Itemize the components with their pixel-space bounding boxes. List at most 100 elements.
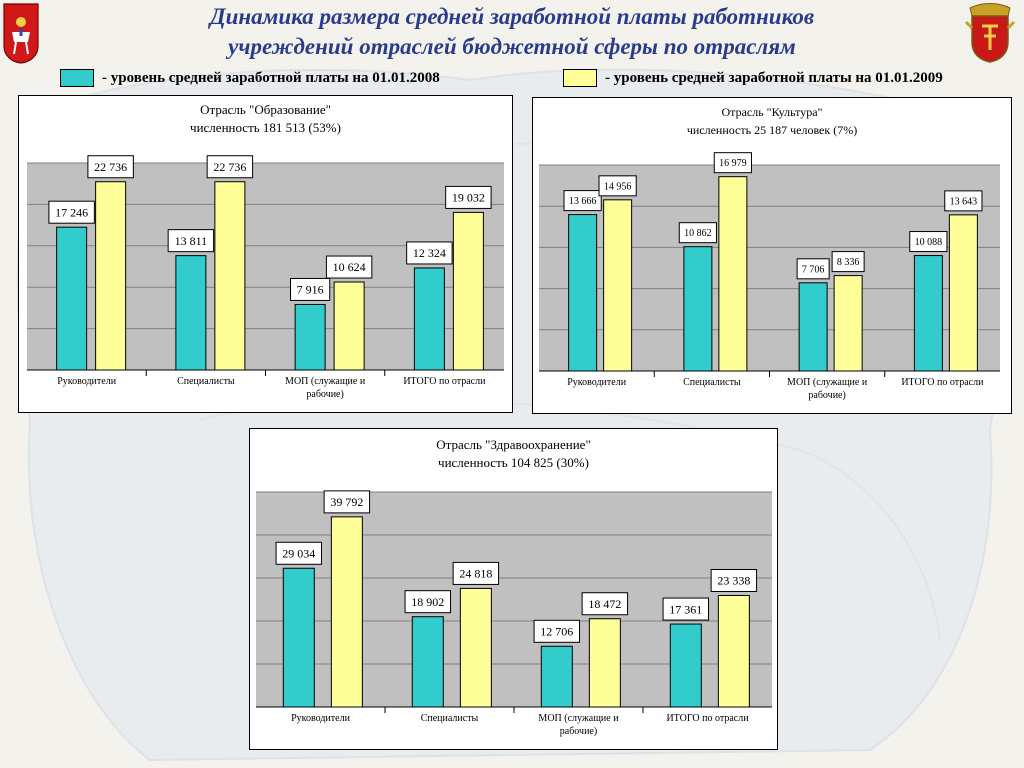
value-label-box xyxy=(323,490,371,514)
value-label: 10 088 xyxy=(915,237,943,248)
chart-title: Отрасль "Культура" xyxy=(722,105,823,119)
legend-item-2008: - уровень средней заработной платы на 01… xyxy=(60,67,440,89)
chart-panel-culture: Отрасль "Культура" численность 25 187 чел… xyxy=(532,97,1012,414)
value-label: 13 643 xyxy=(950,196,978,207)
moscow-oblast-coat-of-arms-icon xyxy=(3,3,39,64)
value-label-box xyxy=(909,231,948,253)
legend-label-2009: - уровень средней заработной платы на 01… xyxy=(605,69,943,86)
value-label: 18 472 xyxy=(588,597,621,611)
value-label-box xyxy=(944,190,983,212)
category-label: Специалисты xyxy=(421,713,479,724)
chart-subtitle: численность 104 825 (30%) xyxy=(438,455,589,470)
bar-2009 xyxy=(833,275,863,372)
bar-2009 xyxy=(603,199,633,372)
bar-2009 xyxy=(948,214,978,372)
category-label: рабочие) xyxy=(306,389,343,400)
value-label-box xyxy=(452,561,500,585)
category-label: Специалисты xyxy=(177,376,235,387)
value-label: 12 706 xyxy=(540,624,573,638)
title-line-1: Динамика размера средней заработной плат… xyxy=(209,4,815,29)
bar-2008 xyxy=(669,623,702,708)
bar-2009 xyxy=(214,181,246,371)
value-label-box xyxy=(404,590,452,614)
bar-2009 xyxy=(95,181,127,371)
title-line-2: учреждений отраслей бюджетной сферы по о… xyxy=(228,34,796,59)
category-label: ИТОГО по отрасли xyxy=(901,377,984,388)
value-label-box xyxy=(206,155,254,179)
chart-subtitle: численность 181 513 (53%) xyxy=(190,120,341,135)
value-label: 22 736 xyxy=(94,160,127,174)
category-label: МОП (служащие и xyxy=(787,377,868,388)
value-label-box xyxy=(325,255,373,279)
value-label: 13 811 xyxy=(175,234,208,248)
value-label-box xyxy=(87,155,134,179)
bar-2008 xyxy=(540,645,573,708)
bar-2008 xyxy=(56,226,88,371)
chart-title: Отрасль "Образование" xyxy=(200,102,331,117)
value-label-box xyxy=(290,277,331,301)
chart-healthcare: Отрасль "Здравоохранение" численность 104… xyxy=(256,437,772,744)
value-label: 39 792 xyxy=(330,495,363,509)
category-label: МОП (служащие и xyxy=(285,376,366,387)
value-label: 23 338 xyxy=(717,574,750,588)
bar-2008 xyxy=(798,282,828,372)
chart-education: Отрасль "Образование" численность 181 513… xyxy=(27,102,504,406)
category-label: рабочие) xyxy=(808,390,845,401)
bar-2009 xyxy=(330,516,363,708)
value-label-box xyxy=(831,251,865,273)
chart-panel-education: Отрасль "Образование" численность 181 513… xyxy=(18,95,513,413)
value-label: 10 624 xyxy=(333,260,366,274)
category-label: ИТОГО по отрасли xyxy=(666,713,749,724)
bar-2008 xyxy=(175,255,207,371)
value-label: 17 246 xyxy=(55,205,88,219)
category-label: Руководители xyxy=(57,376,117,387)
value-label: 29 034 xyxy=(282,546,315,560)
value-label-box xyxy=(48,200,95,224)
bar-2008 xyxy=(683,246,713,372)
value-label: 8 336 xyxy=(837,257,860,268)
value-label: 13 666 xyxy=(569,196,597,207)
bar-2008 xyxy=(282,567,315,708)
value-label-box xyxy=(710,568,758,592)
bar-2009 xyxy=(459,587,492,708)
value-label-box xyxy=(662,597,710,621)
bar-2009 xyxy=(717,594,750,708)
bar-2009 xyxy=(718,176,748,372)
emblem-icon xyxy=(964,3,1016,63)
value-label: 10 862 xyxy=(684,228,712,239)
page-title: Динамика размера средней заработной плат… xyxy=(60,2,964,62)
bar-2009 xyxy=(333,281,365,371)
bar-2009 xyxy=(452,211,484,371)
category-label: Руководители xyxy=(291,713,351,724)
chart-subtitle: численность 25 187 человек (7%) xyxy=(687,123,857,137)
chart-panel-healthcare: Отрасль "Здравоохранение" численность 104… xyxy=(249,428,778,750)
legend-item-2009: - уровень средней заработной платы на 01… xyxy=(563,67,943,89)
value-label: 22 736 xyxy=(213,160,246,174)
bar-2008 xyxy=(294,303,326,371)
value-label-box xyxy=(563,190,602,212)
value-label: 7 916 xyxy=(297,283,324,297)
value-label-box xyxy=(275,541,323,565)
value-label: 16 979 xyxy=(719,158,747,169)
value-label-box xyxy=(598,175,637,197)
value-label-box xyxy=(445,185,492,209)
value-label: 24 818 xyxy=(459,567,492,581)
value-label: 14 956 xyxy=(604,181,632,192)
value-label: 7 706 xyxy=(802,264,825,275)
value-label-box xyxy=(406,241,453,265)
bar-2008 xyxy=(568,214,598,372)
value-label: 17 361 xyxy=(669,602,702,616)
value-label-box xyxy=(533,619,581,643)
category-label: ИТОГО по отрасли xyxy=(403,376,486,387)
chart-title: Отрасль "Здравоохранение" xyxy=(436,437,591,452)
bar-2008 xyxy=(413,267,445,371)
value-label-box xyxy=(713,152,752,174)
value-label-box xyxy=(581,592,629,616)
category-label: МОП (служащие и xyxy=(538,713,619,724)
category-label: Специалисты xyxy=(683,377,741,388)
bar-2009 xyxy=(588,618,621,708)
category-axis xyxy=(256,707,772,744)
bar-2008 xyxy=(913,255,943,372)
category-label: Руководители xyxy=(567,377,627,388)
chart-culture: Отрасль "Культура" численность 25 187 чел… xyxy=(539,105,1000,406)
